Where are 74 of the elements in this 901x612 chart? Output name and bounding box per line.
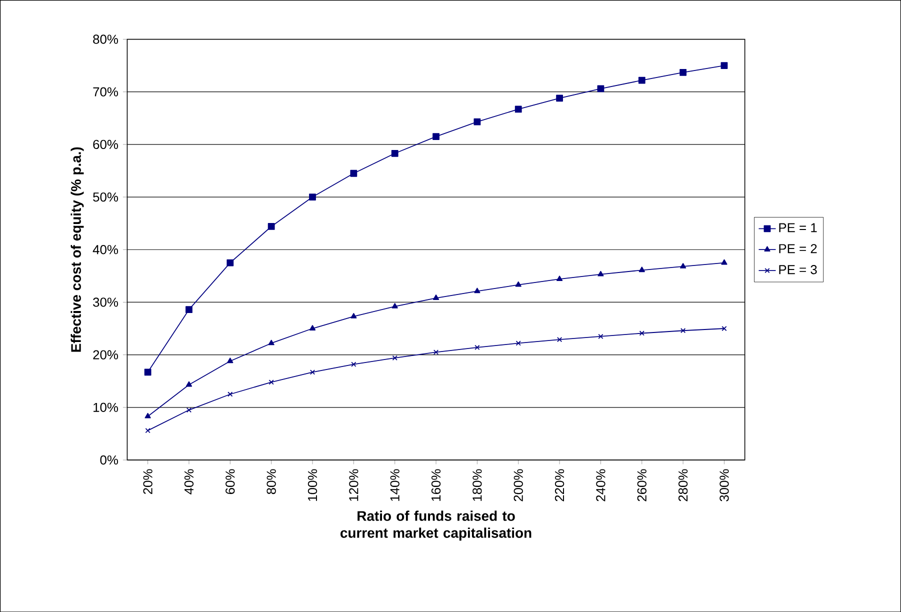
legend-label: PE = 1 [779,223,817,232]
y-tick-label: 50% [93,192,118,202]
point [228,392,233,397]
point [432,133,440,140]
x-tick-label: 160% [431,469,441,501]
point [598,334,604,339]
y-tick-label: 70% [93,87,118,96]
x-tick-label: 80% [266,469,276,494]
y-tick-label: 10% [94,402,118,412]
x-tick-label: 180% [472,469,482,501]
legend-label: PE = 2 [779,244,817,254]
point [556,336,562,342]
y-tick-label: 80% [93,34,118,44]
point [310,370,316,375]
point [639,330,644,336]
x-tick-label: 220% [554,469,564,502]
point [432,294,440,300]
y-tick-label: 40% [92,244,118,254]
point [516,340,521,346]
point [392,302,398,308]
point [226,259,234,266]
x-tick-label: 200% [514,469,523,502]
point [721,259,728,265]
point [433,350,439,355]
x-tick-label: 140% [390,469,400,501]
point [268,340,274,346]
point [268,379,274,385]
point [598,270,604,276]
point [680,328,686,334]
x-tick-label: 260% [637,469,646,502]
x-tick-label: 300% [720,469,729,502]
x-tick-label: 240% [596,469,606,502]
point [309,324,316,330]
point [227,358,234,363]
point [556,276,563,281]
point [680,68,687,76]
y-tick-label: 0% [100,455,118,464]
y-tick-label: 60% [93,140,118,149]
point [268,222,275,230]
x-tick-label: 100% [308,469,318,501]
point [638,266,645,272]
x-tick-label: 60% [226,469,235,494]
point [514,106,522,113]
point [144,412,151,418]
point [350,170,358,177]
point [144,368,152,376]
point [680,262,686,268]
legend-label: PE = 3 [779,264,817,274]
point [515,281,522,287]
point [186,306,192,313]
point [145,428,150,434]
point [474,288,480,294]
x-axis-title: Ratio of funds raised to current market capitalisation [340,510,532,540]
point [351,362,356,367]
point [350,312,357,318]
point [722,326,727,331]
point [391,150,398,157]
point [474,344,480,350]
point [392,355,398,360]
point [474,118,481,126]
point [309,193,316,200]
x-tick-label: 280% [678,469,688,502]
point [597,85,604,92]
point [556,94,563,102]
x-tick-label: 40% [184,469,194,494]
point [186,381,192,387]
y-tick-label: 20% [93,350,118,360]
y-tick-label: 30% [93,298,118,307]
y-axis-title: Effective cost of equity (% p.a.) [70,147,84,352]
x-tick-label: 120% [349,469,358,501]
point [186,407,192,413]
point [638,76,646,84]
x-tick-label: 20% [143,469,152,494]
point [720,62,728,69]
